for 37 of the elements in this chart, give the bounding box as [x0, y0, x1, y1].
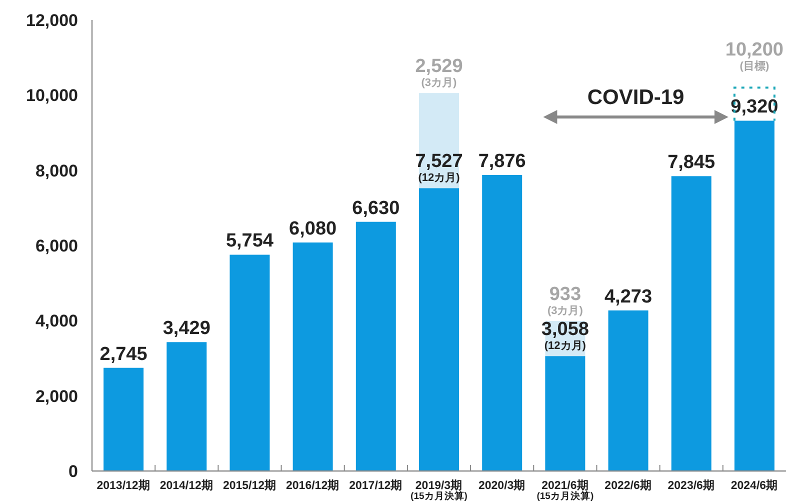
bar — [482, 174, 522, 471]
x-tick-label: 2023/6期 — [668, 478, 715, 492]
y-tick-label: 2,000 — [35, 386, 78, 406]
bar — [671, 176, 712, 471]
data-label: 7,876 — [478, 150, 526, 172]
x-tick-label: 2017/12期 — [349, 478, 403, 492]
x-tick-label: 2024/6期 — [730, 478, 778, 492]
data-label: 6,080 — [289, 218, 337, 240]
data-label: 4,273 — [604, 286, 652, 308]
data-label: 2,745 — [100, 344, 148, 365]
y-tick-label: 8,000 — [35, 161, 78, 180]
data-label: 3,429 — [162, 318, 210, 340]
bar — [104, 368, 144, 471]
bar — [230, 254, 270, 471]
x-tick-label: 2013/12期 — [96, 478, 150, 492]
x-tick-label: 2020/3期 — [478, 478, 526, 492]
data-label: 7,845 — [668, 152, 716, 174]
data-label: 5,754 — [226, 230, 274, 252]
bar — [734, 120, 774, 471]
bar — [292, 242, 333, 471]
y-tick-label: 0 — [68, 462, 78, 481]
data-label: 6,630 — [352, 198, 400, 219]
y-tick-label: 4,000 — [35, 312, 78, 331]
bar — [545, 356, 586, 471]
x-tick-label: 2014/12期 — [160, 478, 214, 492]
x-tick-label: 2022/6期 — [604, 478, 652, 492]
data-label: 9,320 — [730, 96, 778, 118]
y-tick-label: 12,000 — [26, 11, 78, 30]
bar — [608, 310, 648, 471]
y-tick-label: 6,000 — [35, 236, 78, 256]
bar — [166, 342, 207, 471]
x-tick-label: 2015/12期 — [222, 478, 277, 492]
y-tick-label: 10,000 — [26, 86, 78, 106]
bar — [419, 188, 459, 471]
bar — [356, 222, 396, 471]
x-tick-label: 2016/12期 — [286, 478, 340, 492]
annotation: COVID-19 — [587, 86, 684, 109]
